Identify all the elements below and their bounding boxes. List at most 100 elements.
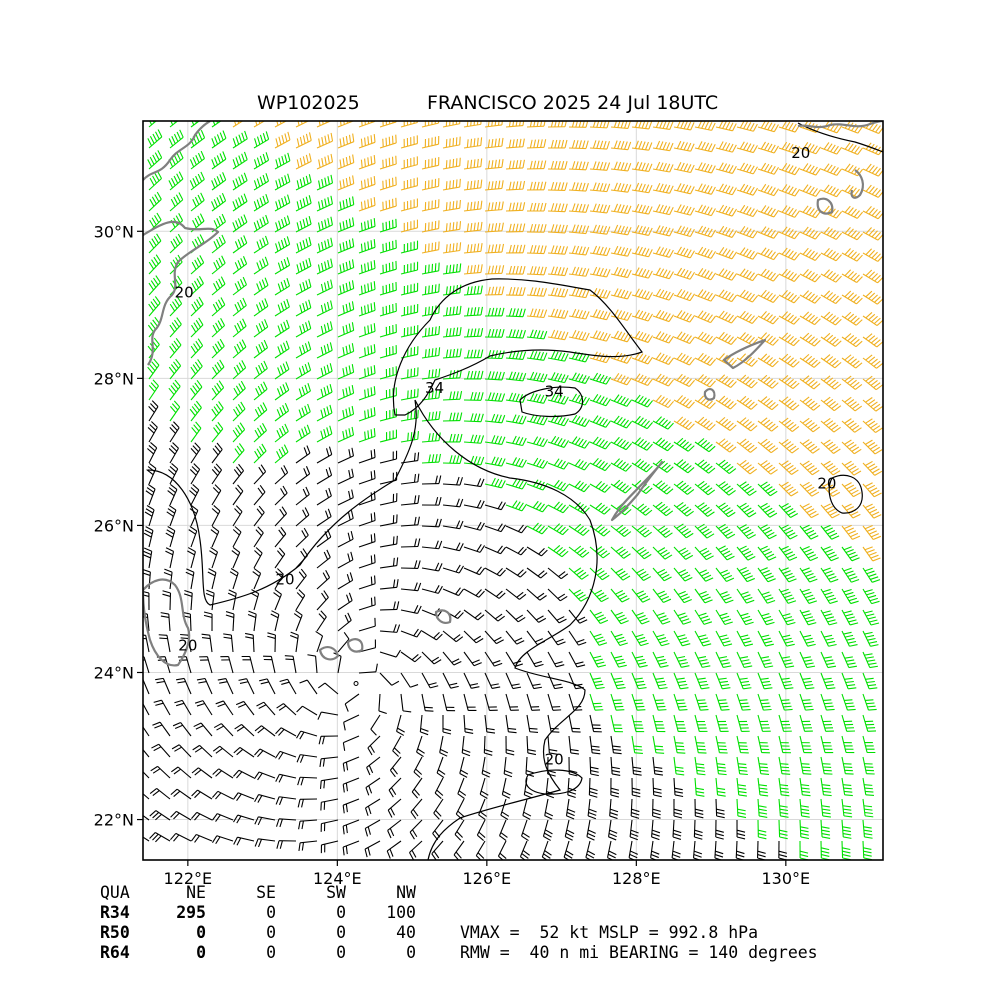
wind-barb xyxy=(316,237,333,254)
wind-barb xyxy=(453,840,465,860)
contour-34kt-line xyxy=(392,278,643,416)
wind-barb xyxy=(233,814,255,824)
storm-id: WP102025 xyxy=(257,92,360,114)
wind-barb xyxy=(736,819,746,840)
wind-barb xyxy=(442,412,463,422)
wind-barb xyxy=(736,121,758,132)
wind-barb xyxy=(190,255,205,275)
wind-barb xyxy=(862,312,883,327)
contour-label: 34 xyxy=(425,379,444,397)
wind-barb xyxy=(505,714,517,734)
wind-barb xyxy=(442,327,462,338)
wind-barb xyxy=(421,283,440,296)
wind-barb xyxy=(673,609,692,625)
wind-barb xyxy=(694,438,716,453)
wind-barb xyxy=(542,819,553,841)
wind-barb xyxy=(317,682,339,695)
wind-barb xyxy=(505,159,525,170)
wind-barb xyxy=(841,269,863,283)
wind-barb xyxy=(421,672,439,689)
wind-barb xyxy=(297,776,318,786)
wind-barb xyxy=(316,570,331,590)
wind-barb xyxy=(210,525,220,548)
wind-barb xyxy=(153,699,171,716)
wind-barb xyxy=(484,609,505,622)
wind-barb xyxy=(215,700,234,716)
wind-barb xyxy=(379,450,398,464)
r64-se: 0 xyxy=(266,943,276,962)
wind-barb xyxy=(715,225,738,238)
wind-barb xyxy=(442,542,464,552)
wind-barb xyxy=(379,239,397,254)
wind-barb xyxy=(757,460,778,475)
wind-barb xyxy=(631,161,653,173)
wind-barb xyxy=(799,460,820,476)
wind-barb xyxy=(757,502,778,518)
wind-barb xyxy=(190,192,205,212)
wind-barb xyxy=(757,205,780,218)
wind-barb xyxy=(715,777,726,797)
wind-barb xyxy=(253,131,270,149)
wind-barb xyxy=(232,151,248,170)
wind-barb xyxy=(757,672,773,690)
wind-barb xyxy=(757,247,780,261)
wind-barb xyxy=(232,193,248,212)
wind-barb xyxy=(589,651,607,668)
wind-barb xyxy=(610,735,622,755)
wind-barb xyxy=(862,418,883,433)
wind-barb xyxy=(379,366,397,380)
wind-barb xyxy=(757,714,771,732)
wind-barb xyxy=(484,501,506,511)
wind-barb xyxy=(172,722,192,737)
wind-barb xyxy=(484,121,503,128)
wind-barb xyxy=(505,630,525,645)
r64-ne: 0 xyxy=(196,943,206,962)
wind-barb xyxy=(841,756,854,775)
wind-barb xyxy=(841,651,858,669)
wind-barb xyxy=(189,400,202,422)
wind-barb xyxy=(631,373,654,386)
wind-barb xyxy=(148,254,162,275)
wind-barb xyxy=(694,162,716,174)
wind-barb xyxy=(715,310,738,324)
wind-barb xyxy=(211,835,234,845)
wind-barb xyxy=(274,319,290,338)
wind-barb xyxy=(211,130,227,149)
wind-barb xyxy=(358,155,376,170)
wind-barb xyxy=(820,567,839,583)
wind-barb xyxy=(841,630,858,647)
wind-barb xyxy=(673,183,695,195)
wind-barb xyxy=(168,463,179,485)
wind-barb xyxy=(547,350,569,362)
wind-barb xyxy=(400,693,412,713)
wind-barb xyxy=(145,483,156,506)
wind-barb xyxy=(316,342,333,359)
wind-barb xyxy=(320,798,339,811)
wind-barb xyxy=(274,298,290,317)
wind-barb xyxy=(505,223,526,233)
wind-barb xyxy=(757,374,779,389)
wind-barb xyxy=(610,546,631,559)
wind-barb xyxy=(841,333,863,348)
wind-barb xyxy=(505,286,526,296)
wind-barb xyxy=(820,609,838,626)
wind-barb xyxy=(295,466,311,485)
wind-barb xyxy=(694,714,708,732)
wind-barb xyxy=(421,262,440,275)
wind-barb xyxy=(295,589,306,611)
wind-barb xyxy=(421,220,440,233)
wind-barb xyxy=(820,714,834,732)
wind-barb xyxy=(201,633,213,653)
wind-barb xyxy=(274,526,287,548)
wind-barb xyxy=(400,135,418,149)
wind-barb xyxy=(694,798,704,819)
contour-label: 34 xyxy=(545,383,564,401)
wind-barb xyxy=(151,743,171,758)
wind-barb xyxy=(652,416,674,430)
contour-label: 20 xyxy=(817,475,836,493)
wind-barb xyxy=(547,458,570,470)
wind-barb xyxy=(316,195,333,212)
wind-barb xyxy=(434,777,444,799)
wind-barb xyxy=(484,567,506,577)
wind-barb xyxy=(387,798,402,818)
